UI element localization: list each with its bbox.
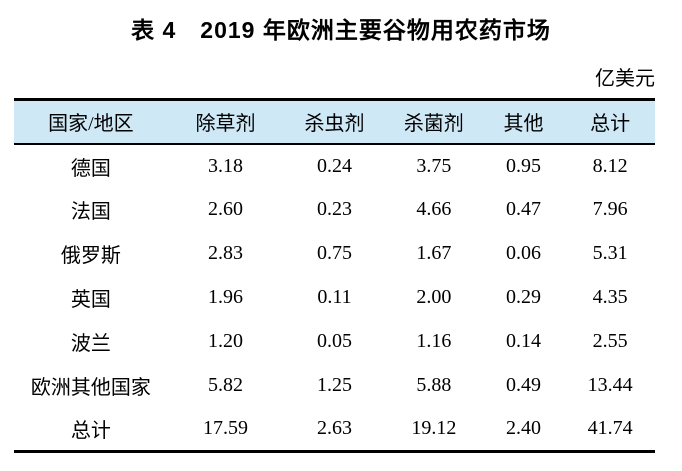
value-cell: 0.24 [316, 154, 352, 177]
column-header: 国家/地区 [48, 113, 134, 136]
value-cell: 0.29 [506, 286, 542, 308]
row-label: 俄罗斯 [60, 245, 121, 267]
value-cell: 1.25 [316, 374, 352, 396]
value-cell: 0.11 [317, 286, 352, 308]
value-cell: 8.12 [592, 154, 628, 177]
table-row: 总计 17.59 2.63 19.12 2.40 41.74 [14, 408, 655, 452]
table-row: 欧洲其他国家 5.82 1.25 5.88 0.49 13.44 [14, 364, 655, 408]
table-row: 俄罗斯 2.83 0.75 1.67 0.06 5.31 [14, 232, 655, 276]
table-caption: 表 4 2019 年欧洲主要谷物用农药市场 [131, 17, 551, 43]
value-cell: 0.49 [506, 374, 542, 396]
value-cell: 5.82 [208, 374, 244, 396]
value-cell: 0.14 [506, 330, 542, 352]
table-row: 法国 2.60 0.23 4.66 0.47 7.96 [14, 188, 655, 232]
value-cell: 5.31 [592, 242, 628, 264]
value-cell: 17.59 [203, 417, 249, 440]
value-cell: 1.96 [208, 286, 244, 308]
pesticide-market-table: 国家/地区 除草剂 杀虫剂 杀菌剂 其他 总计 德国 3.18 0.24 3.75 0.95 8.1… [14, 98, 655, 453]
value-cell: 3.75 [416, 154, 452, 177]
value-cell: 1.67 [416, 242, 452, 264]
table-header-row: 国家/地区 除草剂 杀虫剂 杀菌剂 其他 总计 [14, 99, 655, 144]
value-cell: 0.75 [316, 242, 352, 264]
column-header: 总计 [590, 113, 631, 136]
table-row: 英国 1.96 0.11 2.00 0.29 4.35 [14, 276, 655, 320]
value-cell: 4.35 [592, 286, 628, 308]
column-header: 杀菌剂 [403, 113, 464, 136]
value-cell: 7.96 [592, 198, 628, 220]
value-cell: 41.74 [587, 417, 633, 440]
value-cell: 3.18 [208, 154, 244, 177]
value-cell: 0.23 [316, 198, 352, 220]
value-cell: 0.05 [316, 330, 352, 352]
table-row: 德国 3.18 0.24 3.75 0.95 8.12 [14, 144, 655, 188]
column-header: 其他 [503, 113, 544, 136]
table-row: 波兰 1.20 0.05 1.16 0.14 2.55 [14, 320, 655, 364]
row-label: 总计 [70, 420, 111, 443]
value-cell: 19.12 [411, 417, 457, 440]
value-cell: 5.88 [416, 374, 452, 396]
unit-label: 亿美元 [595, 68, 655, 90]
table-body: 德国 3.18 0.24 3.75 0.95 8.12 法国 2.60 0.23 4.66 0.47… [14, 144, 655, 452]
value-cell: 2.63 [316, 417, 352, 440]
value-cell: 1.20 [208, 330, 244, 352]
value-cell: 1.16 [416, 330, 452, 352]
value-cell: 2.60 [208, 198, 244, 220]
value-cell: 2.83 [208, 242, 244, 264]
row-label: 法国 [70, 201, 111, 223]
row-label: 欧洲其他国家 [30, 377, 151, 399]
column-header: 杀虫剂 [304, 113, 365, 136]
value-cell: 0.47 [506, 198, 542, 220]
value-cell: 4.66 [416, 198, 452, 220]
column-header: 除草剂 [195, 113, 256, 136]
value-cell: 0.06 [506, 242, 542, 264]
row-label: 英国 [70, 289, 111, 311]
value-cell: 13.44 [587, 374, 633, 396]
value-cell: 2.40 [506, 417, 542, 440]
value-cell: 2.55 [592, 330, 628, 352]
value-cell: 2.00 [416, 286, 452, 308]
row-label: 德国 [70, 157, 111, 180]
row-label: 波兰 [70, 333, 111, 355]
value-cell: 0.95 [506, 154, 542, 177]
